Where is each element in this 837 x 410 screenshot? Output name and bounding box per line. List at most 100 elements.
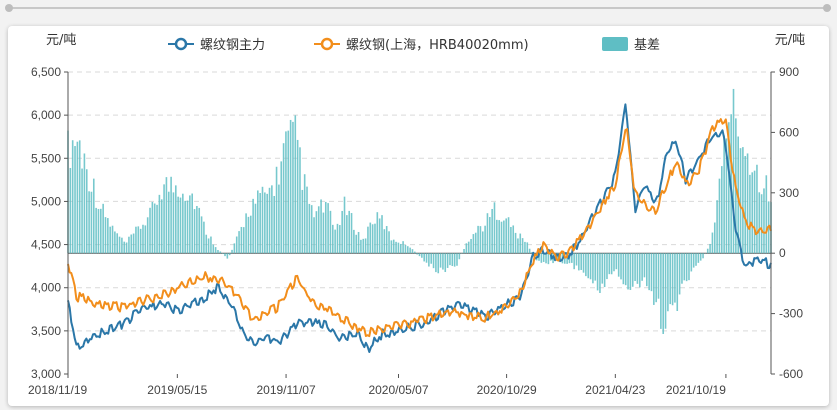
basis-bar <box>163 184 165 254</box>
basis-bar <box>160 199 163 254</box>
basis-bar <box>233 243 236 254</box>
price-lines <box>67 103 772 353</box>
basis-bar <box>193 209 196 254</box>
scroll-handle-left[interactable] <box>5 4 13 12</box>
basis-bar <box>685 253 688 282</box>
basis-bar <box>362 238 365 254</box>
basis-bar <box>81 168 83 254</box>
basis-bar <box>331 224 334 254</box>
basis-bar <box>228 253 231 256</box>
basis-bar <box>678 253 681 295</box>
x-tick-label: 2020/05/07 <box>368 383 428 397</box>
basis-bar <box>104 217 107 254</box>
y-left-tick-label: 5,000 <box>31 194 61 208</box>
basis-bar <box>273 195 276 254</box>
basis-bar <box>671 253 674 306</box>
basis-bar <box>573 253 575 270</box>
basis-bar <box>144 225 147 254</box>
basis-bar <box>416 253 418 255</box>
basis-bar <box>95 207 97 254</box>
basis-bar <box>303 174 306 254</box>
basis-bar <box>695 253 697 266</box>
basis-bar <box>76 141 79 254</box>
basis-bar <box>374 223 376 254</box>
basis-bar <box>165 177 168 254</box>
basis-bar <box>456 253 458 266</box>
basis-bar <box>334 229 336 254</box>
basis-bar <box>458 253 461 260</box>
basis-bar <box>650 253 653 292</box>
basis-bar <box>392 239 395 254</box>
basis-bar <box>261 186 264 254</box>
basis-bar <box>287 130 290 254</box>
basis-bar <box>428 253 430 267</box>
basis-bar <box>121 237 123 254</box>
scrollbar-track[interactable] <box>4 2 833 14</box>
scroll-handle-right[interactable] <box>823 4 831 12</box>
basis-bar <box>235 236 238 254</box>
basis-bar <box>378 218 381 254</box>
basis-bar <box>184 200 186 254</box>
basis-bar <box>711 232 714 254</box>
basis-bar <box>756 164 758 254</box>
basis-bar <box>481 231 484 254</box>
basis-bar <box>692 253 695 268</box>
basis-bar <box>153 203 156 254</box>
y-right-tick-label: -600 <box>779 367 803 381</box>
y-right-tick-label: 900 <box>779 65 799 79</box>
basis-bar <box>271 185 273 254</box>
basis-bar <box>467 241 470 254</box>
basis-bar <box>617 253 620 277</box>
x-tick-label: 2019/05/15 <box>147 383 207 397</box>
basis-bar <box>631 253 634 287</box>
basis-bar <box>278 184 280 254</box>
basis-bar <box>437 253 440 274</box>
legend: 螺纹钢主力 螺纹钢(上海，HRB40020mm) 基差 <box>168 37 660 53</box>
basis-bar <box>638 253 641 288</box>
basis-bar <box>596 253 599 291</box>
basis-bar <box>381 215 383 254</box>
basis-bar <box>556 253 559 261</box>
basis-bar <box>512 225 515 254</box>
basis-bar <box>355 234 358 254</box>
basis-bar <box>491 208 493 254</box>
basis-bar <box>357 231 360 254</box>
basis-bar <box>310 205 313 254</box>
basis-bar <box>418 253 421 257</box>
basis-bar <box>432 253 435 269</box>
basis-bar <box>88 191 90 254</box>
basis-bar <box>636 253 639 284</box>
basis-bar <box>662 253 665 334</box>
basis-bar <box>606 253 608 280</box>
series-line <box>67 118 772 338</box>
basis-bar <box>177 196 179 254</box>
series-line <box>67 103 772 353</box>
basis-bar <box>268 187 271 254</box>
basis-bar <box>451 253 454 267</box>
basis-bar <box>69 167 72 254</box>
basis-bar <box>217 249 219 254</box>
basis-bar <box>205 234 208 254</box>
basis-bar <box>681 253 683 284</box>
basis-bar <box>507 217 510 254</box>
basis-bar <box>285 131 287 254</box>
basis-bar <box>92 178 95 254</box>
basis-bar <box>620 253 622 280</box>
basis-bar <box>191 193 193 254</box>
basis-bar <box>608 253 611 275</box>
basis-bar <box>603 253 606 288</box>
basis-bar <box>627 253 629 290</box>
basis-bar <box>688 253 690 281</box>
basis-bar <box>585 253 587 277</box>
basis-bar <box>449 253 451 266</box>
basis-bar <box>739 148 742 254</box>
basis-bar <box>78 140 81 254</box>
basis-bar <box>231 249 233 254</box>
basis-bar <box>137 226 140 254</box>
basis-bar <box>706 248 709 254</box>
y-left-tick-label: 6,500 <box>31 65 61 79</box>
chart-panel: 3,000 3,500 4,000 4,500 5,000 5,500 6,000 6,500… <box>8 26 829 406</box>
basis-bar <box>624 253 627 286</box>
basis-bar <box>282 143 285 254</box>
basis-bar <box>578 253 580 271</box>
